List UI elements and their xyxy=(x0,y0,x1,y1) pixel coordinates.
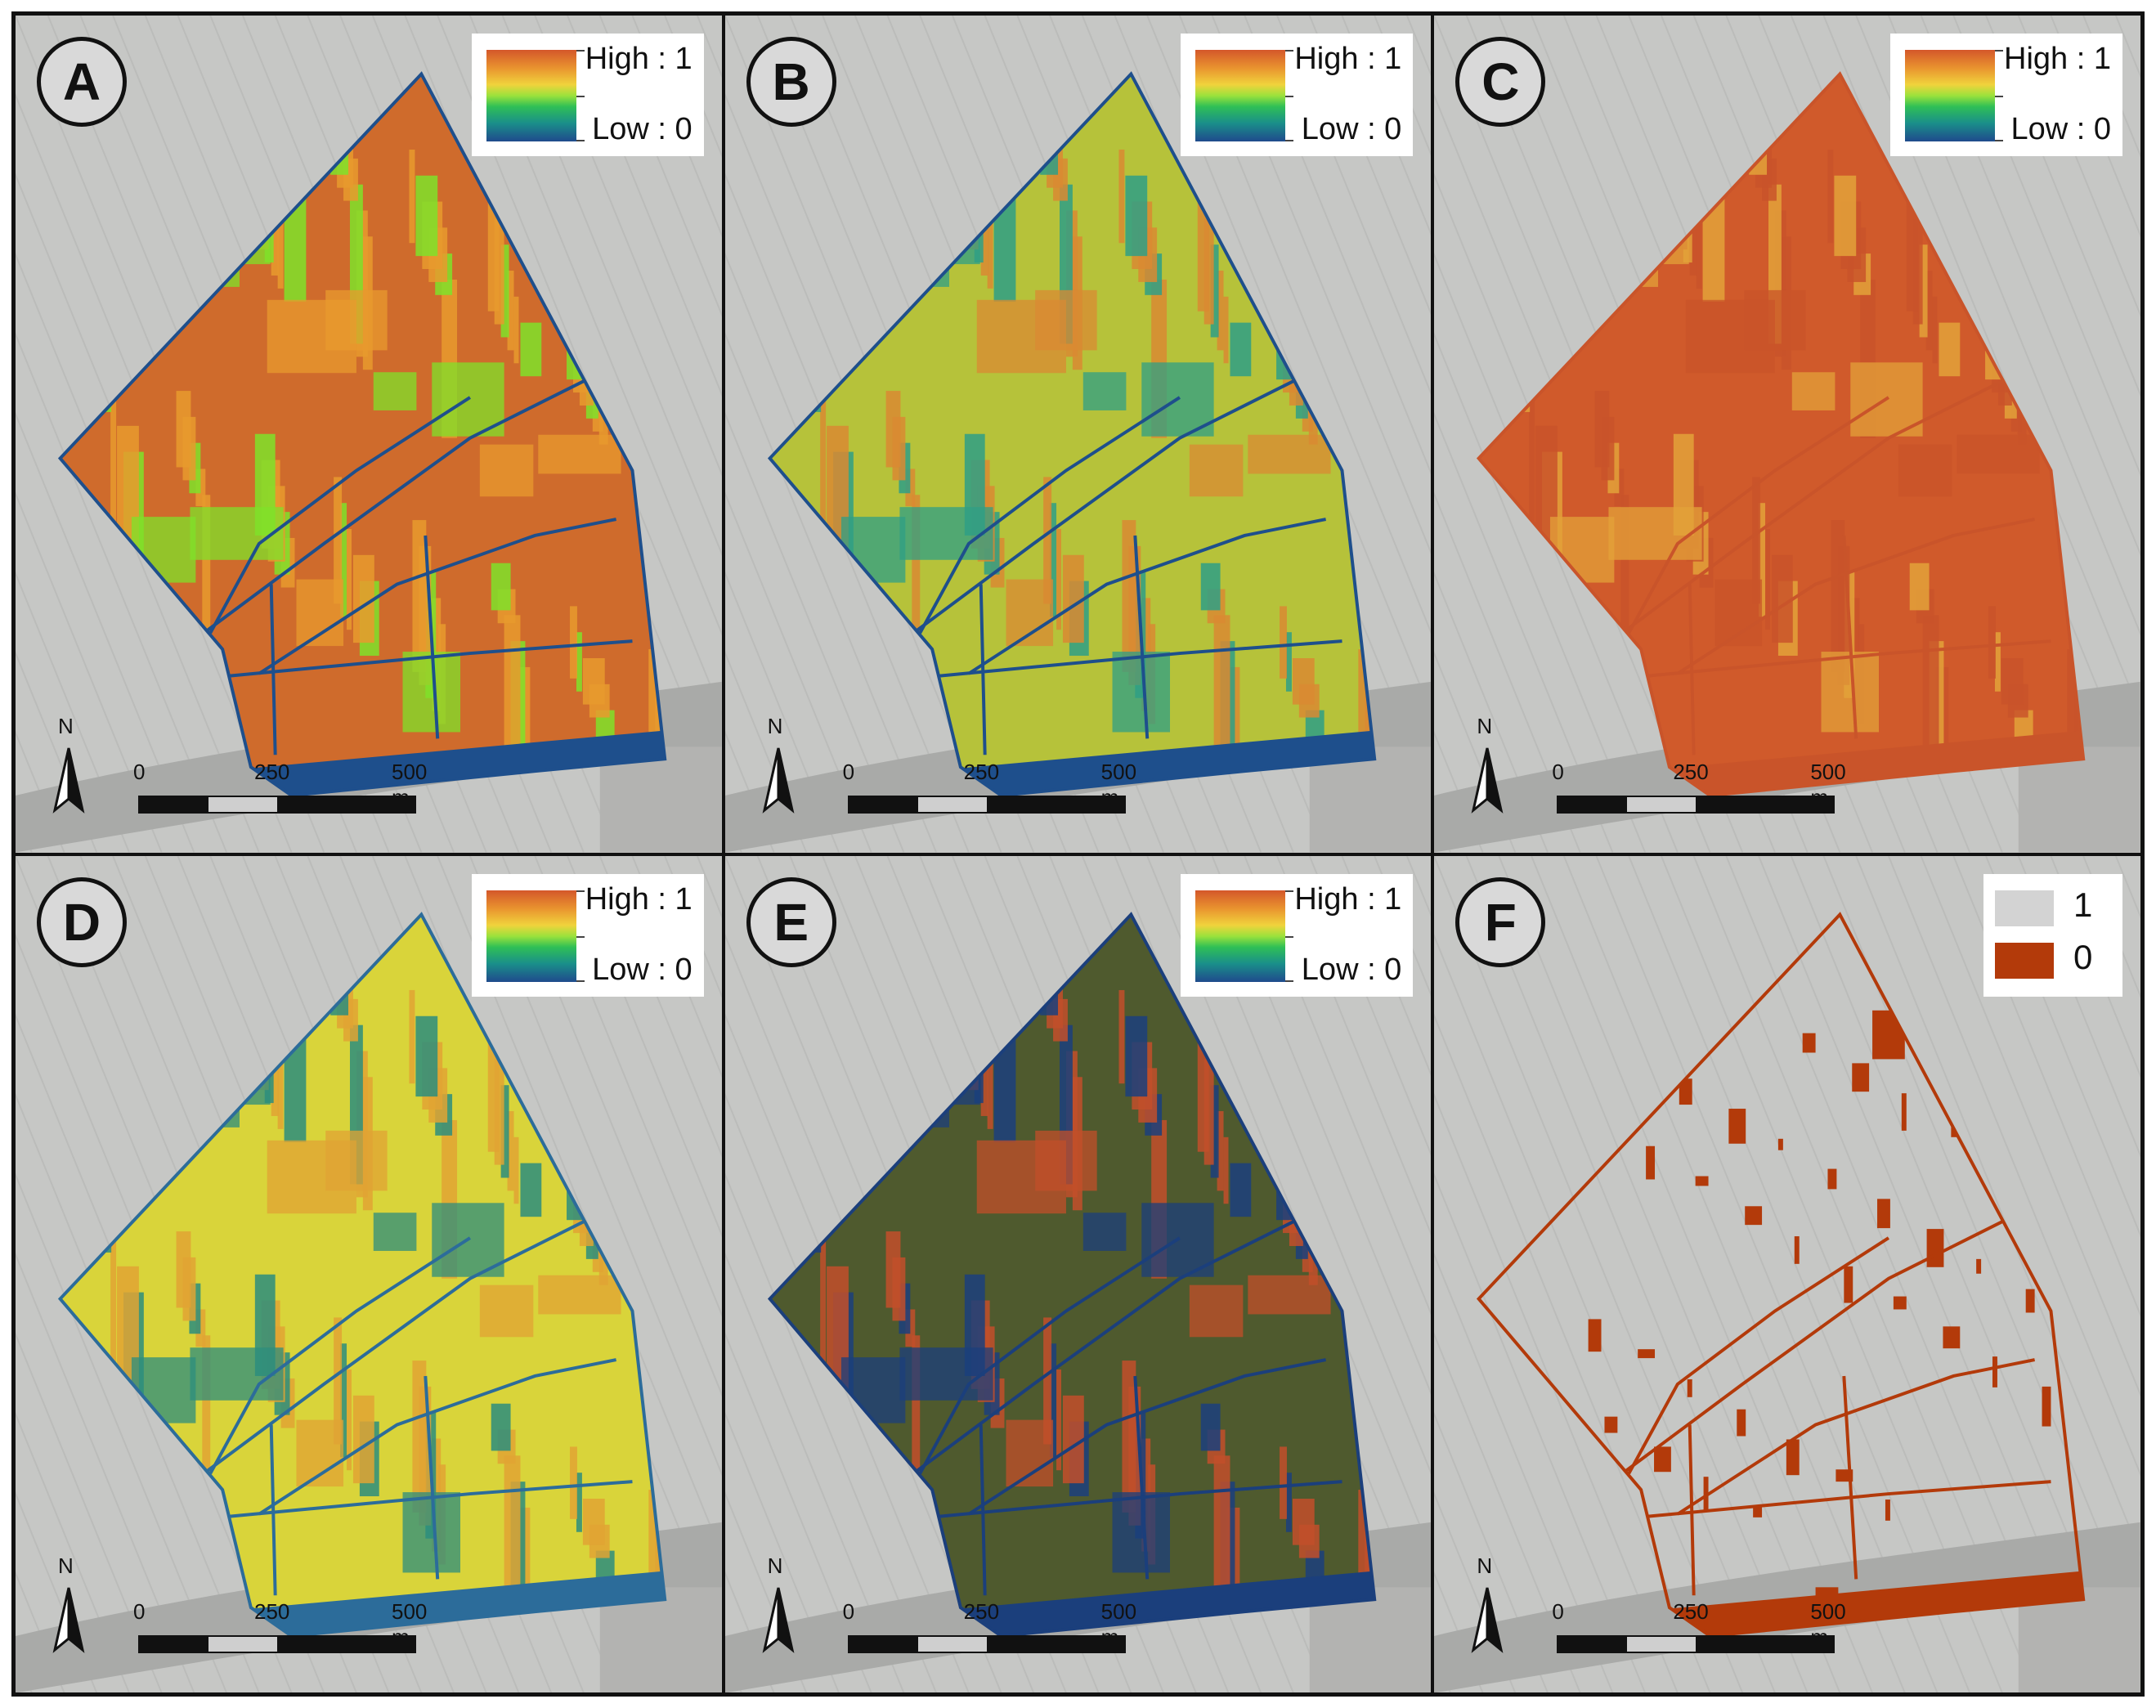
scale-tick-250: 250 xyxy=(963,759,1000,784)
color-ramp-legend: High : 1 Low : 0 xyxy=(1181,34,1414,156)
legend-low-label: Low : 0 xyxy=(592,952,693,987)
scale-bar: 0 250 500 m xyxy=(843,1599,1136,1656)
scale-tick-250: 250 xyxy=(963,1599,1000,1624)
map-panel-d: D High : 1 Low : 0 N 0 250 500 m xyxy=(14,854,724,1694)
map-panel-f: F 10 N 0 250 500 m xyxy=(1432,854,2142,1694)
north-arrow: N xyxy=(48,714,89,820)
legend-swatch-1 xyxy=(1995,890,2054,926)
scale-tick-0: 0 xyxy=(842,1599,855,1624)
scale-bar: 0 250 500 m xyxy=(1552,1599,1846,1656)
north-arrow-icon xyxy=(52,1587,85,1653)
legend-high-label: High : 1 xyxy=(2004,42,2111,76)
scale-tick-0: 0 xyxy=(133,759,146,784)
north-arrow: N xyxy=(758,714,799,820)
panel-label: E xyxy=(746,876,836,967)
color-ramp-legend: High : 1 Low : 0 xyxy=(471,34,704,156)
scale-tick-0: 0 xyxy=(1552,1599,1564,1624)
legend-color-ramp xyxy=(1195,50,1286,141)
legend-low-label: Low : 0 xyxy=(2010,112,2111,146)
scale-tick-250: 250 xyxy=(254,1599,290,1624)
legend-high-label: High : 1 xyxy=(585,42,693,76)
legend-color-ramp xyxy=(486,890,576,982)
scale-bar-segments xyxy=(138,795,416,814)
legend-color-ramp xyxy=(1195,890,1286,982)
scale-bar: 0 250 500 m xyxy=(1552,759,1846,817)
scale-tick-0: 0 xyxy=(133,1599,146,1624)
panel-label: D xyxy=(37,876,127,967)
legend-color-ramp xyxy=(486,50,576,141)
map-panel-grid: A High : 1 Low : 0 N 0 250 500 m B High :… xyxy=(11,11,2145,1697)
color-ramp-legend: High : 1 Low : 0 xyxy=(1181,873,1414,997)
panel-label: A xyxy=(37,37,127,127)
north-arrow-icon xyxy=(52,747,85,814)
north-arrow: N xyxy=(48,1553,89,1660)
scale-bar-segments xyxy=(1557,795,1836,814)
scale-bar-segments xyxy=(847,1635,1126,1653)
legend-low-label: Low : 0 xyxy=(1301,952,1402,987)
scale-tick-250: 250 xyxy=(1673,1599,1709,1624)
north-arrow-icon xyxy=(1471,1587,1504,1653)
scale-bar-segments xyxy=(1557,1635,1836,1653)
map-raster xyxy=(1434,16,2140,853)
north-arrow: N xyxy=(1467,714,1508,820)
scale-tick-250: 250 xyxy=(254,759,290,784)
north-arrow-icon xyxy=(762,1587,795,1653)
legend-swatch-0 xyxy=(1995,942,2054,979)
scale-tick-250: 250 xyxy=(1673,759,1709,784)
map-panel-b: B High : 1 Low : 0 N 0 250 500 m xyxy=(723,14,1433,854)
scale-bar: 0 250 500 m xyxy=(843,759,1136,817)
north-arrow: N xyxy=(1467,1553,1508,1660)
scale-tick-0: 0 xyxy=(1552,759,1564,784)
scale-bar: 0 250 500 m xyxy=(133,1599,427,1656)
legend-high-label: High : 1 xyxy=(1294,881,1402,917)
north-arrow-icon xyxy=(762,747,795,814)
legend-label-0: 0 xyxy=(2073,937,2093,976)
map-panel-e: E High : 1 Low : 0 N 0 250 500 m xyxy=(723,854,1433,1694)
legend-label-1: 1 xyxy=(2073,885,2093,924)
map-panel-a: A High : 1 Low : 0 N 0 250 500 m xyxy=(14,14,724,854)
north-label: N xyxy=(1477,713,1493,738)
scale-tick-0: 0 xyxy=(842,759,855,784)
north-label: N xyxy=(1477,1553,1493,1578)
color-ramp-legend: High : 1 Low : 0 xyxy=(1890,34,2122,156)
map-panel-c: C High : 1 Low : 0 N 0 250 500 m xyxy=(1432,14,2142,854)
panel-label: F xyxy=(1455,876,1546,967)
map-raster xyxy=(16,855,722,1692)
north-label: N xyxy=(767,1553,783,1578)
panel-label: B xyxy=(746,37,836,127)
legend-low-label: Low : 0 xyxy=(592,112,693,146)
north-arrow-icon xyxy=(1471,747,1504,814)
north-arrow: N xyxy=(758,1553,799,1660)
legend-color-ramp xyxy=(1905,50,1995,141)
north-label: N xyxy=(58,1553,74,1578)
legend-low-label: Low : 0 xyxy=(1301,112,1402,146)
scale-bar: 0 250 500 m xyxy=(133,759,427,817)
scale-bar-segments xyxy=(138,1635,416,1653)
map-raster xyxy=(724,16,1432,853)
north-label: N xyxy=(58,713,74,738)
north-label: N xyxy=(767,713,783,738)
color-ramp-legend: High : 1 Low : 0 xyxy=(471,873,704,997)
panel-label: C xyxy=(1455,37,1546,127)
legend-high-label: High : 1 xyxy=(1294,42,1402,76)
legend-high-label: High : 1 xyxy=(585,881,693,917)
scale-bar-segments xyxy=(847,795,1126,814)
